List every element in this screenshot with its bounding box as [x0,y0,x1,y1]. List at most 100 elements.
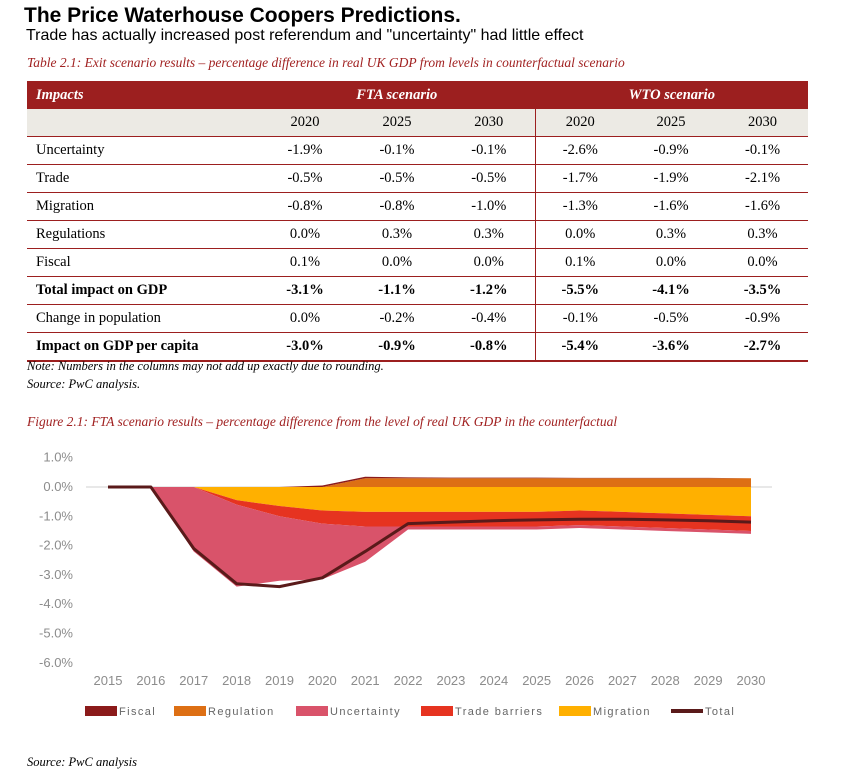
table-cell: -0.9% [351,332,443,362]
table-cell: -0.2% [351,304,443,333]
page-title: The Price Waterhouse Coopers Predictions… [24,4,461,27]
table-cell: -0.8% [259,192,351,221]
legend-swatch [559,706,591,716]
y-tick-label: 0.0% [43,479,73,494]
table-row: Trade -0.5% -0.5% -0.5% -1.7% -1.9% -2.1% [27,164,809,193]
legend-item: Total [671,706,735,718]
year-header: 2020 [259,109,351,137]
x-tick-label: 2025 [522,673,551,688]
row-label: Uncertainty [27,136,259,165]
table-cell: -2.7% [717,332,809,362]
row-label: Regulations [27,220,259,249]
table-cell: -3.6% [625,332,718,362]
row-label: Total impact on GDP [27,276,259,305]
table-cell: -0.5% [625,304,718,333]
table-row: Change in population 0.0% -0.2% -0.4% -0.1% -… [27,304,809,333]
table-cell: -3.5% [717,276,809,305]
table-cell: 0.3% [351,220,443,249]
x-tick-label: 2019 [265,673,294,688]
legend-swatch [85,706,117,716]
x-tick-label: 2016 [136,673,165,688]
table-cell: 0.1% [259,248,351,277]
table-cell: -0.1% [351,136,443,165]
table-cell: -1.2% [443,276,536,305]
results-table: Impacts FTA scenario WTO scenario 2020 2025 2… [27,81,809,362]
legend-label: Total [705,706,735,718]
table-source: Source: PwC analysis. [27,377,141,391]
table-cell: -1.3% [534,192,626,221]
figure-caption: Figure 2.1: FTA scenario results – perce… [27,414,618,429]
table-cell: 0.0% [259,220,351,249]
x-tick-label: 2021 [351,673,380,688]
series-area-uncertainty [108,487,751,587]
legend-item: Migration [559,706,651,718]
table-cell: 0.0% [259,304,351,333]
table-cell: -2.6% [534,136,626,165]
x-tick-label: 2024 [479,673,508,688]
row-label: Trade [27,164,259,193]
table-row: Uncertainty -1.9% -0.1% -0.1% -2.6% -0.9% -0.1… [27,136,809,165]
row-label: Fiscal [27,248,259,277]
table-cell: 0.3% [717,220,809,249]
table-header-row: Impacts FTA scenario WTO scenario [27,81,809,109]
legend-swatch [296,706,328,716]
x-tick-label: 2026 [565,673,594,688]
header-impacts: Impacts [27,81,259,109]
legend-swatch [421,706,453,716]
table-cell: -1.1% [351,276,443,305]
table-cell: -1.0% [443,192,536,221]
legend-label: Regulation [208,706,275,718]
table-row: Impact on GDP per capita -3.0% -0.9% -0.8% -… [27,332,809,362]
table-cell: -0.5% [443,164,536,193]
y-tick-label: -1.0% [39,508,73,523]
table-cell: 0.3% [443,220,536,249]
y-tick-label: 1.0% [43,450,73,465]
table-cell: 0.0% [443,248,536,277]
year-header: 2020 [534,109,626,137]
table-cell: -0.1% [717,136,809,165]
table-cell: 0.0% [351,248,443,277]
table-cell: -3.1% [259,276,351,305]
row-label: Migration [27,192,259,221]
table-cell: -0.5% [259,164,351,193]
x-tick-label: 2030 [737,673,766,688]
x-tick-label: 2022 [394,673,423,688]
y-tick-label: -5.0% [39,626,73,641]
legend-swatch [174,706,206,716]
table-cell: 0.3% [625,220,718,249]
table-cell: -0.8% [351,192,443,221]
header-fta-scenario: FTA scenario [259,81,536,109]
row-label: Impact on GDP per capita [27,332,259,362]
table-cell: -0.1% [443,136,536,165]
x-tick-label: 2020 [308,673,337,688]
y-tick-label: -4.0% [39,596,73,611]
legend-label: Migration [593,706,651,718]
x-tick-label: 2018 [222,673,251,688]
table-cell: -0.4% [443,304,536,333]
table-cell: -1.7% [534,164,626,193]
table-cell: -1.9% [625,164,718,193]
x-tick-label: 2015 [94,673,123,688]
legend-label: Uncertainty [330,706,401,718]
table-cell: 0.0% [534,220,626,249]
fta-area-chart: 1.0% 0.0% -1.0% -2.0% -3.0% -4.0% -5.0% -6.0% 20… [39,450,772,718]
legend-item: Trade barriers [421,706,542,718]
table-cell: -0.8% [443,332,536,362]
table-caption: Table 2.1: Exit scenario results – perce… [27,55,625,70]
legend-item: Regulation [174,706,275,718]
page-subtitle: Trade has actually increased post refere… [26,27,584,44]
x-tick-label: 2017 [179,673,208,688]
x-tick-label: 2029 [694,673,723,688]
x-tick-label: 2023 [436,673,465,688]
table-cell: -1.6% [625,192,718,221]
table-note: Note: Numbers in the columns may not add… [27,359,384,373]
year-header: 2025 [351,109,443,137]
table-cell: 0.0% [717,248,809,277]
table-cell: 0.1% [534,248,626,277]
table-years-row: 2020 2025 2030 2020 2025 2030 [27,109,809,137]
x-tick-label: 2028 [651,673,680,688]
series-area-migration [108,487,751,517]
series-line-total [108,485,752,589]
table-cell: -1.9% [259,136,351,165]
table-cell: -3.0% [259,332,351,362]
